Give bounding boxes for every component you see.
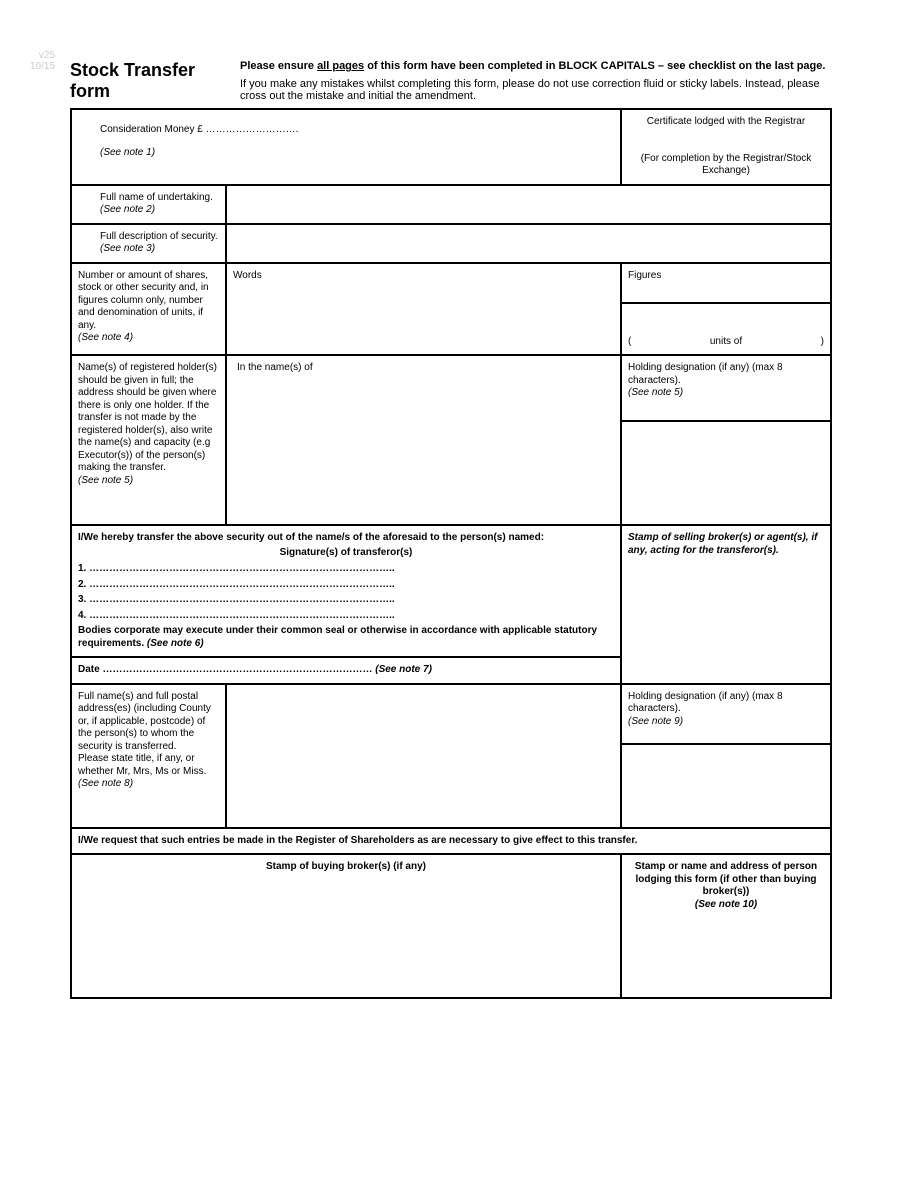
- in-names-cell[interactable]: In the name(s) of: [226, 355, 621, 525]
- holding-note-5: (See note 5): [628, 387, 824, 400]
- in-names-label: In the name(s) of: [237, 362, 610, 375]
- units-l: (: [628, 336, 631, 349]
- words-label: Words: [233, 270, 614, 283]
- note-5: (See note 5): [78, 475, 219, 488]
- row-request: I/We request that such entries be made i…: [71, 828, 831, 855]
- security-label-cell: Full description of security. (See note …: [71, 224, 226, 263]
- sig-3[interactable]: 3. ………………………………………………………………………………..: [78, 594, 614, 607]
- note-9: (See note 9): [628, 716, 824, 729]
- note-3: (See note 3): [100, 243, 219, 256]
- consideration-cell: Consideration Money £ ………………………. (See no…: [71, 109, 621, 185]
- instruction-main: Please ensure all pages of this form hav…: [240, 60, 830, 72]
- undertaking-label-cell: Full name of undertaking. (See note 2): [71, 185, 226, 224]
- security-field[interactable]: [226, 224, 831, 263]
- buying-stamp-label: Stamp of buying broker(s) (if any): [78, 861, 614, 874]
- version-stamp: v25 10/15: [30, 50, 55, 72]
- holding-cell-5[interactable]: Holding designation (if any) (max 8 char…: [621, 355, 831, 421]
- note-8: (See note 8): [78, 778, 219, 791]
- words-cell[interactable]: Words: [226, 263, 621, 356]
- instr-p1-suf: of this form have been completed in BLOC…: [364, 60, 825, 72]
- row-transferee: Full name(s) and full postal address(es)…: [71, 684, 831, 744]
- date-text: Date ………………………………………………………………………: [78, 664, 375, 675]
- transferee-blank[interactable]: [621, 744, 831, 828]
- sig-2[interactable]: 2. ………………………………………………………………………………..: [78, 579, 614, 592]
- holder-label: Name(s) of registered holder(s) should b…: [78, 362, 219, 475]
- figures-header: Figures: [621, 263, 831, 303]
- instr-underline: all pages: [317, 60, 364, 72]
- undertaking-field[interactable]: [226, 185, 831, 224]
- form-table: Consideration Money £ ………………………. (See no…: [70, 108, 832, 999]
- row-consideration: Consideration Money £ ………………………. (See no…: [71, 109, 831, 185]
- sig-4[interactable]: 4. ………………………………………………………………………………..: [78, 610, 614, 623]
- undertaking-label: Full name of undertaking.: [100, 192, 219, 205]
- instr-p1-pre: Please ensure: [240, 60, 317, 72]
- lodging-stamp[interactable]: Stamp or name and address of person lodg…: [621, 854, 831, 998]
- units-m: units of: [710, 336, 742, 349]
- holder-label-cell: Name(s) of registered holder(s) should b…: [71, 355, 226, 525]
- version-l1: v25: [30, 50, 55, 61]
- note-7: (See note 7): [375, 664, 432, 675]
- instructions: Please ensure all pages of this form hav…: [240, 60, 830, 102]
- selling-stamp-label: Stamp of selling broker(s) or agent(s), …: [628, 532, 824, 557]
- certificate-cell: Certificate lodged with the Registrar (F…: [621, 109, 831, 185]
- sig-1[interactable]: 1. ………………………………………………………………………………..: [78, 563, 614, 576]
- form-title: Stock Transfer form: [70, 60, 210, 102]
- lodging-label: Stamp or name and address of person lodg…: [628, 861, 824, 899]
- instruction-sub: If you make any mistakes whilst completi…: [240, 78, 830, 102]
- transferee-label: Full name(s) and full postal address(es)…: [78, 691, 219, 779]
- holder-blank[interactable]: [621, 421, 831, 525]
- cert-sub: (For completion by the Registrar/Stock E…: [628, 153, 824, 178]
- bodies-text: Bodies corporate may execute under their…: [78, 625, 614, 650]
- row-stamps: Stamp of buying broker(s) (if any) Stamp…: [71, 854, 831, 998]
- row-security: Full description of security. (See note …: [71, 224, 831, 263]
- row-undertaking: Full name of undertaking. (See note 2): [71, 185, 831, 224]
- signature-lines: 1. ……………………………………………………………………………….. 2. ……: [78, 563, 614, 622]
- transferee-label-cell: Full name(s) and full postal address(es)…: [71, 684, 226, 828]
- security-label: Full description of security.: [100, 231, 219, 244]
- consideration-text: Consideration Money £ ……………………….: [100, 124, 592, 137]
- note-2: (See note 2): [100, 204, 219, 217]
- signatures-cell: I/We hereby transfer the above security …: [71, 525, 621, 657]
- request-text: I/We request that such entries be made i…: [71, 828, 831, 855]
- note-1: (See note 1): [100, 147, 592, 160]
- buying-broker-stamp[interactable]: Stamp of buying broker(s) (if any): [71, 854, 621, 998]
- holding-label-9: Holding designation (if any) (max 8 char…: [628, 691, 824, 716]
- row-holder: Name(s) of registered holder(s) should b…: [71, 355, 831, 421]
- page: v25 10/15 Stock Transfer form Please ens…: [70, 60, 830, 999]
- units-cell[interactable]: ( units of ): [621, 303, 831, 356]
- amount-label-cell: Number or amount of shares, stock or oth…: [71, 263, 226, 356]
- figures-label: Figures: [628, 270, 824, 283]
- cert-title: Certificate lodged with the Registrar: [628, 116, 824, 129]
- transfer-text: I/We hereby transfer the above security …: [78, 532, 614, 545]
- holding-label-5: Holding designation (if any) (max 8 char…: [628, 362, 824, 387]
- note-6: (See note 6): [147, 638, 204, 649]
- row-signatures: I/We hereby transfer the above security …: [71, 525, 831, 657]
- row-amount: Number or amount of shares, stock or oth…: [71, 263, 831, 303]
- note-10: (See note 10): [628, 899, 824, 912]
- holding-cell-9[interactable]: Holding designation (if any) (max 8 char…: [621, 684, 831, 744]
- sig-label: Signature(s) of transferor(s): [78, 547, 614, 560]
- amount-label: Number or amount of shares, stock or oth…: [78, 270, 219, 333]
- note-4: (See note 4): [78, 332, 219, 345]
- selling-stamp-cell[interactable]: Stamp of selling broker(s) or agent(s), …: [621, 525, 831, 684]
- date-cell[interactable]: Date ……………………………………………………………………… (See no…: [71, 657, 621, 684]
- units-r: ): [821, 336, 824, 349]
- version-l2: 10/15: [30, 61, 55, 72]
- header: Stock Transfer form Please ensure all pa…: [70, 60, 830, 102]
- transferee-field[interactable]: [226, 684, 621, 828]
